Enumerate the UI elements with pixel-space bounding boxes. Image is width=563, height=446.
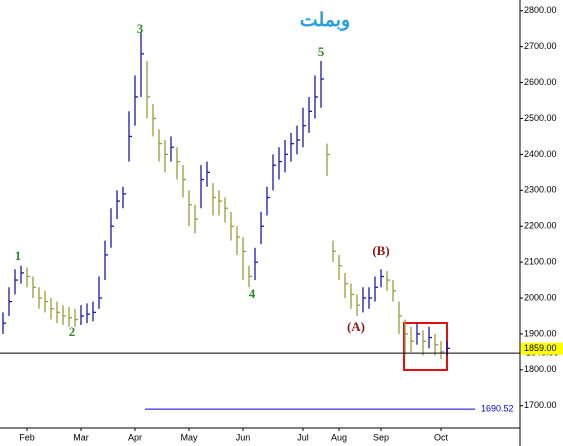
y-tick-label: 2100.00	[524, 256, 557, 266]
y-tick-label: 2300.00	[524, 185, 557, 195]
x-tick-label: Oct	[434, 432, 449, 442]
wave-label: 1	[15, 248, 22, 263]
x-tick-label: Jul	[297, 432, 309, 442]
wave-label: (A)	[347, 319, 365, 334]
x-tick-label: Jun	[236, 432, 251, 442]
wave-label: 5	[318, 44, 325, 59]
x-tick-label: May	[180, 432, 198, 442]
price-line-label: 1690.52	[481, 404, 514, 414]
wave-label: 4	[249, 286, 256, 301]
x-tick-label: Apr	[128, 432, 142, 442]
y-tick-label: 2200.00	[524, 221, 557, 231]
y-tick-label: 2700.00	[524, 41, 557, 51]
x-tick-label: Aug	[331, 432, 347, 442]
x-tick-label: Mar	[73, 432, 89, 442]
last-price-label: 1859.00	[524, 343, 557, 353]
wave-label: 3	[137, 21, 144, 36]
y-tick-label: 2500.00	[524, 113, 557, 123]
y-tick-label: 2600.00	[524, 77, 557, 87]
y-tick-label: 2400.00	[524, 149, 557, 159]
x-tick-label: Feb	[19, 432, 35, 442]
chart-title: وبملت	[300, 10, 350, 31]
last-price-box	[521, 342, 563, 355]
y-tick-label: 1700.00	[524, 400, 557, 410]
y-tick-label: 1900.00	[524, 328, 557, 338]
wave-label: (B)	[372, 243, 389, 258]
wave-label: 2	[69, 324, 76, 339]
x-tick-label: Sep	[373, 432, 389, 442]
y-tick-label: 1800.00	[524, 364, 557, 374]
y-tick-label: 2800.00	[524, 5, 557, 15]
y-tick-label: 2000.00	[524, 292, 557, 302]
